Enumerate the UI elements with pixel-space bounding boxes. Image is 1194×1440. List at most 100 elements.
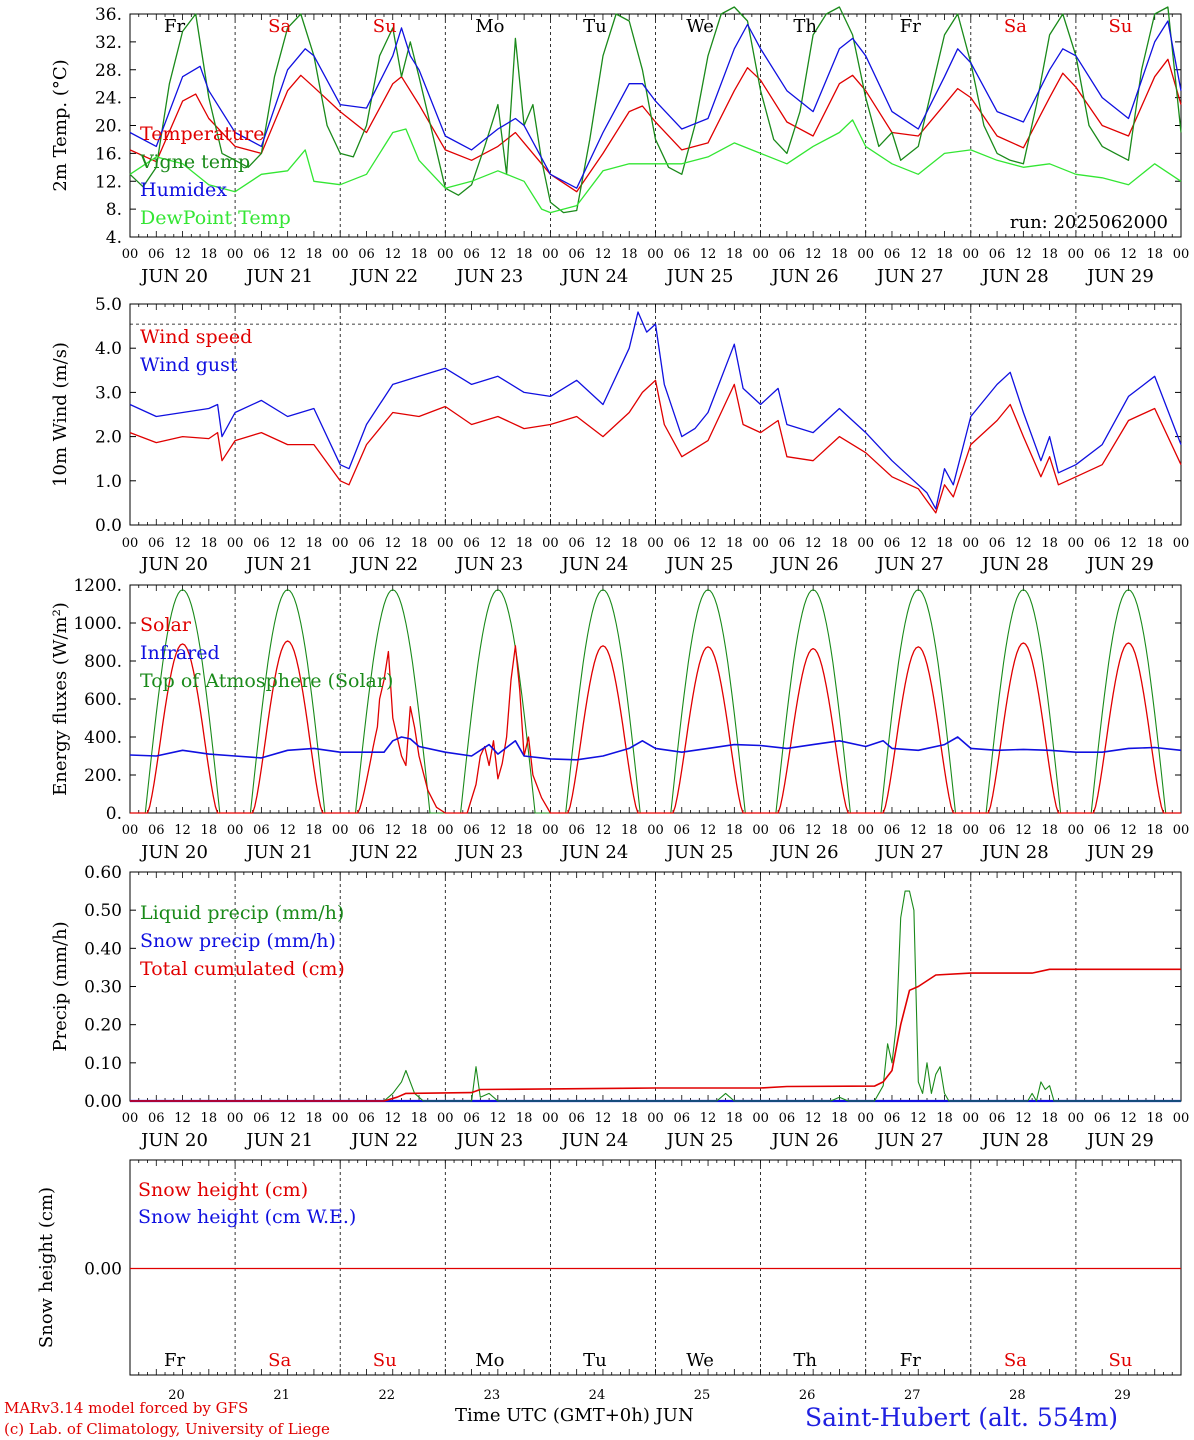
wind-hour-label: 12	[279, 536, 296, 551]
energy-hour-label: 18	[936, 823, 953, 838]
precip-hour-label: 18	[936, 1111, 953, 1126]
temp-date-label: JUN 22	[349, 266, 418, 287]
wind-hour-label: 12	[595, 536, 612, 551]
precip-date-label: JUN 23	[454, 1130, 523, 1151]
wind-hour-label: 00	[752, 536, 769, 551]
energy-hour-label: 06	[253, 823, 270, 838]
energy-legend-3: Top of Atmosphere (Solar)	[140, 670, 393, 692]
wind-hour-label: 06	[358, 536, 375, 551]
wind-hour-label: 18	[201, 536, 218, 551]
energy-date-label: JUN 26	[770, 842, 839, 863]
precip-hour-label: 06	[148, 1111, 165, 1126]
energy-hour-label: 18	[516, 823, 533, 838]
precip-hour-label: 06	[463, 1111, 480, 1126]
energy-hour-label: 00	[857, 823, 874, 838]
precip-hour-label: 00	[752, 1111, 769, 1126]
precip-ytick-label: 0.20	[84, 1016, 122, 1036]
solar-series	[130, 640, 1181, 814]
energy-hour-label: 06	[779, 823, 796, 838]
station-name: Saint-Hubert (alt. 554m)	[805, 1403, 1119, 1432]
energy-hour-label: 00	[437, 823, 454, 838]
precip-hour-label: 12	[1120, 1111, 1137, 1126]
temp-hour-label: 12	[174, 247, 191, 262]
precip-hour-label: 12	[174, 1111, 191, 1126]
snow-ytick-label: 0.00	[84, 1260, 122, 1280]
energy-hour-label: 06	[989, 823, 1006, 838]
temp-hour-label: 12	[490, 247, 507, 262]
wind-hour-label: 00	[857, 536, 874, 551]
temp-hour-label: 00	[963, 247, 980, 262]
temp-hour-label: 06	[253, 247, 270, 262]
wind-date-label: JUN 26	[770, 554, 839, 575]
wind-hour-label: 12	[174, 536, 191, 551]
wind-hour-label: 12	[384, 536, 401, 551]
temp-date-label: JUN 27	[875, 266, 944, 287]
snow-daynum-label: 25	[694, 1388, 711, 1403]
precip-ytick-label: 0.00	[84, 1092, 122, 1112]
energy-hour-label: 12	[490, 823, 507, 838]
temp-hour-label: 12	[805, 247, 822, 262]
snow-daynum-label: 26	[799, 1388, 816, 1403]
temp-hour-label: 18	[831, 247, 848, 262]
precip-hour-label: 12	[700, 1111, 717, 1126]
temp-weekday-label: Su	[373, 16, 397, 37]
temp-weekday-label: Th	[793, 16, 817, 37]
temp-hour-label: 06	[1094, 247, 1111, 262]
precip-hour-label: 18	[831, 1111, 848, 1126]
wind-date-label: JUN 20	[139, 554, 208, 575]
precip-hour-label: 18	[726, 1111, 743, 1126]
temp-date-label: JUN 24	[560, 266, 629, 287]
energy-hour-label: 18	[726, 823, 743, 838]
snow-weekday-label: Fr	[164, 1350, 185, 1371]
energy-hour-label: 12	[174, 823, 191, 838]
energy-hour-label: 12	[595, 823, 612, 838]
energy-hour-label: 00	[332, 823, 349, 838]
temp-hour-label: 18	[1146, 247, 1163, 262]
cumulated-precip-series	[130, 968, 1181, 1102]
temp-hour-label: 12	[384, 247, 401, 262]
snow-weekday-label: Sa	[1004, 1350, 1027, 1371]
temp-hour-label: 00	[227, 247, 244, 262]
temp-date-label: JUN 25	[665, 266, 734, 287]
precip-ytick-label: 0.60	[84, 863, 122, 883]
wind-ytick-label: 2.0	[95, 428, 122, 448]
energy-hour-label: 00	[227, 823, 244, 838]
temp-date-label: JUN 28	[980, 266, 1049, 287]
temp-hour-label: 06	[674, 247, 691, 262]
temp-weekday-label: Tu	[583, 16, 607, 37]
precip-hour-label: 00	[332, 1111, 349, 1126]
energy-hour-label: 00	[1068, 823, 1085, 838]
snow-daynum-label: 21	[273, 1388, 290, 1403]
precip-ytick-label: 0.40	[84, 939, 122, 959]
precip-date-label: JUN 22	[349, 1130, 418, 1151]
temp-hour-label: 18	[1041, 247, 1058, 262]
energy-ytick-label: 1200.	[73, 576, 122, 596]
wind-hour-label: 18	[516, 536, 533, 551]
precip-hour-label: 06	[884, 1111, 901, 1126]
precip-date-label: JUN 21	[244, 1130, 313, 1151]
precip-hour-label: 18	[1041, 1111, 1058, 1126]
energy-date-label: JUN 22	[349, 842, 418, 863]
precip-hour-label: 12	[384, 1111, 401, 1126]
energy-ytick-label: 0.	[106, 804, 122, 824]
temp-frame	[129, 13, 1182, 238]
wind-hour-label: 18	[306, 536, 323, 551]
wind-legend-2: Wind gust	[140, 354, 238, 376]
energy-hour-label: 18	[1041, 823, 1058, 838]
wind-hour-label: 00	[1173, 536, 1190, 551]
wind-hour-label: 18	[1041, 536, 1058, 551]
energy-ytick-label: 1000.	[73, 614, 122, 634]
temp-ytick-label: 36.	[95, 5, 122, 25]
precip-hour-label: 00	[437, 1111, 454, 1126]
precip-ytick-label: 0.10	[84, 1054, 122, 1074]
temp-hour-label: 12	[700, 247, 717, 262]
energy-hour-label: 00	[542, 823, 559, 838]
wind-hour-label: 12	[910, 536, 927, 551]
temp-date-label: JUN 20	[139, 266, 208, 287]
wind-hour-label: 06	[463, 536, 480, 551]
energy-ylabel: Energy fluxes (W/m²)	[50, 602, 71, 796]
temp-legend-4: DewPoint Temp	[140, 207, 291, 229]
precip-hour-label: 12	[910, 1111, 927, 1126]
wind-hour-label: 06	[253, 536, 270, 551]
